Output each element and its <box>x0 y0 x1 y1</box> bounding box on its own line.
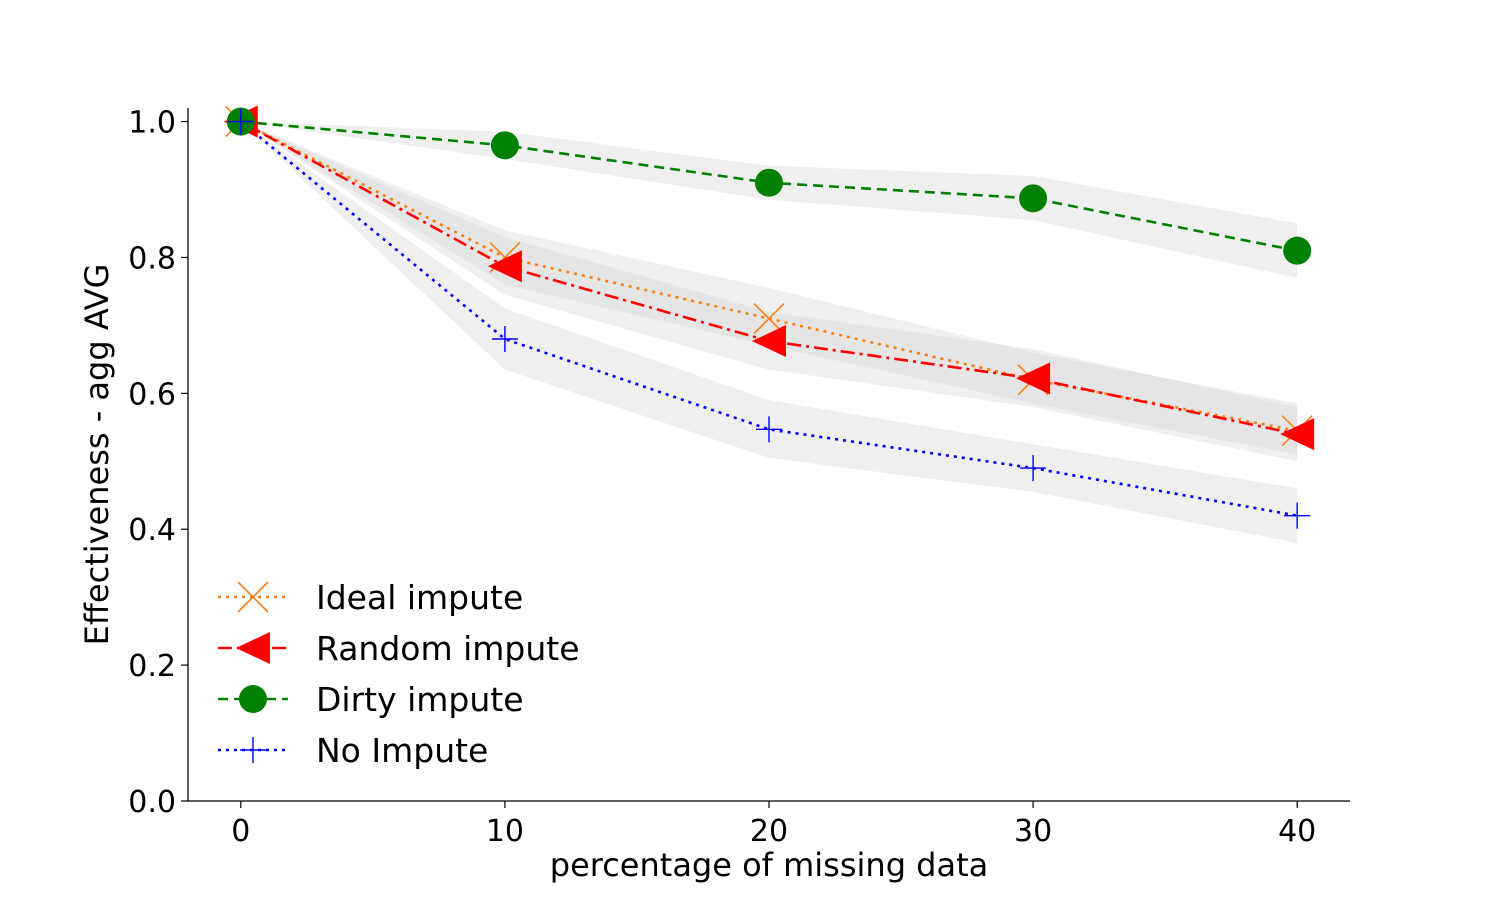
legend-marker <box>239 685 267 713</box>
y-tick-label: 0.2 <box>128 649 176 684</box>
y-tick-label: 0.8 <box>128 241 176 276</box>
y-tick-label: 0.6 <box>128 377 176 412</box>
x-tick-label: 30 <box>1014 814 1052 849</box>
x-tick-label: 10 <box>486 814 524 849</box>
legend-label: Dirty impute <box>316 680 524 719</box>
no-impute-point-4 <box>1284 502 1311 529</box>
dirty-impute-point-4 <box>1283 236 1312 265</box>
x-tick-label: 0 <box>231 814 250 849</box>
x-axis-label: percentage of missing data <box>550 846 989 884</box>
y-tick-label: 0.4 <box>128 513 176 548</box>
series-markers <box>223 105 1315 529</box>
random-impute-point-2 <box>752 325 786 358</box>
dirty-impute-band <box>240 121 1298 278</box>
legend-label: No Impute <box>316 731 488 770</box>
no-impute-point-0 <box>227 108 254 135</box>
no-impute-point-1 <box>491 326 518 352</box>
legend-marker <box>237 581 269 613</box>
legend-item-ideal-impute: Ideal impute <box>218 578 523 617</box>
random-impute-point-3 <box>1016 362 1051 395</box>
dirty-impute-point-2 <box>755 168 783 197</box>
random-impute-point-1 <box>487 250 522 283</box>
legend-marker <box>236 632 270 664</box>
dirty-impute-point-3 <box>1019 184 1048 213</box>
no-impute-band <box>240 121 1298 543</box>
y-tick-label: 0.0 <box>128 785 176 820</box>
dirty-impute-point-1 <box>490 131 519 160</box>
no-impute-line <box>239 120 1298 517</box>
legend: Ideal impute Random impute Dirty impute No … <box>218 578 580 770</box>
legend-item-dirty-impute: Dirty impute <box>218 680 524 719</box>
x-tick-label: 20 <box>750 814 788 849</box>
axes: 0 10 20 30 40 0.0 0.2 0.4 0.6 0.8 1.0 <box>128 106 1350 849</box>
y-tick-label: 1.0 <box>128 106 176 141</box>
random-impute-point-4 <box>1280 418 1315 451</box>
no-impute-point-2 <box>756 416 782 443</box>
x-tick-label: 40 <box>1278 814 1316 849</box>
y-axis-label: Effectiveness - agg AVG <box>78 264 116 646</box>
legend-marker <box>240 737 266 763</box>
legend-item-no-impute: No Impute <box>218 731 488 770</box>
legend-label: Random impute <box>316 629 580 668</box>
no-impute-point-3 <box>1020 455 1047 482</box>
legend-label: Ideal impute <box>316 578 523 617</box>
legend-item-random-impute: Random impute <box>218 629 580 668</box>
